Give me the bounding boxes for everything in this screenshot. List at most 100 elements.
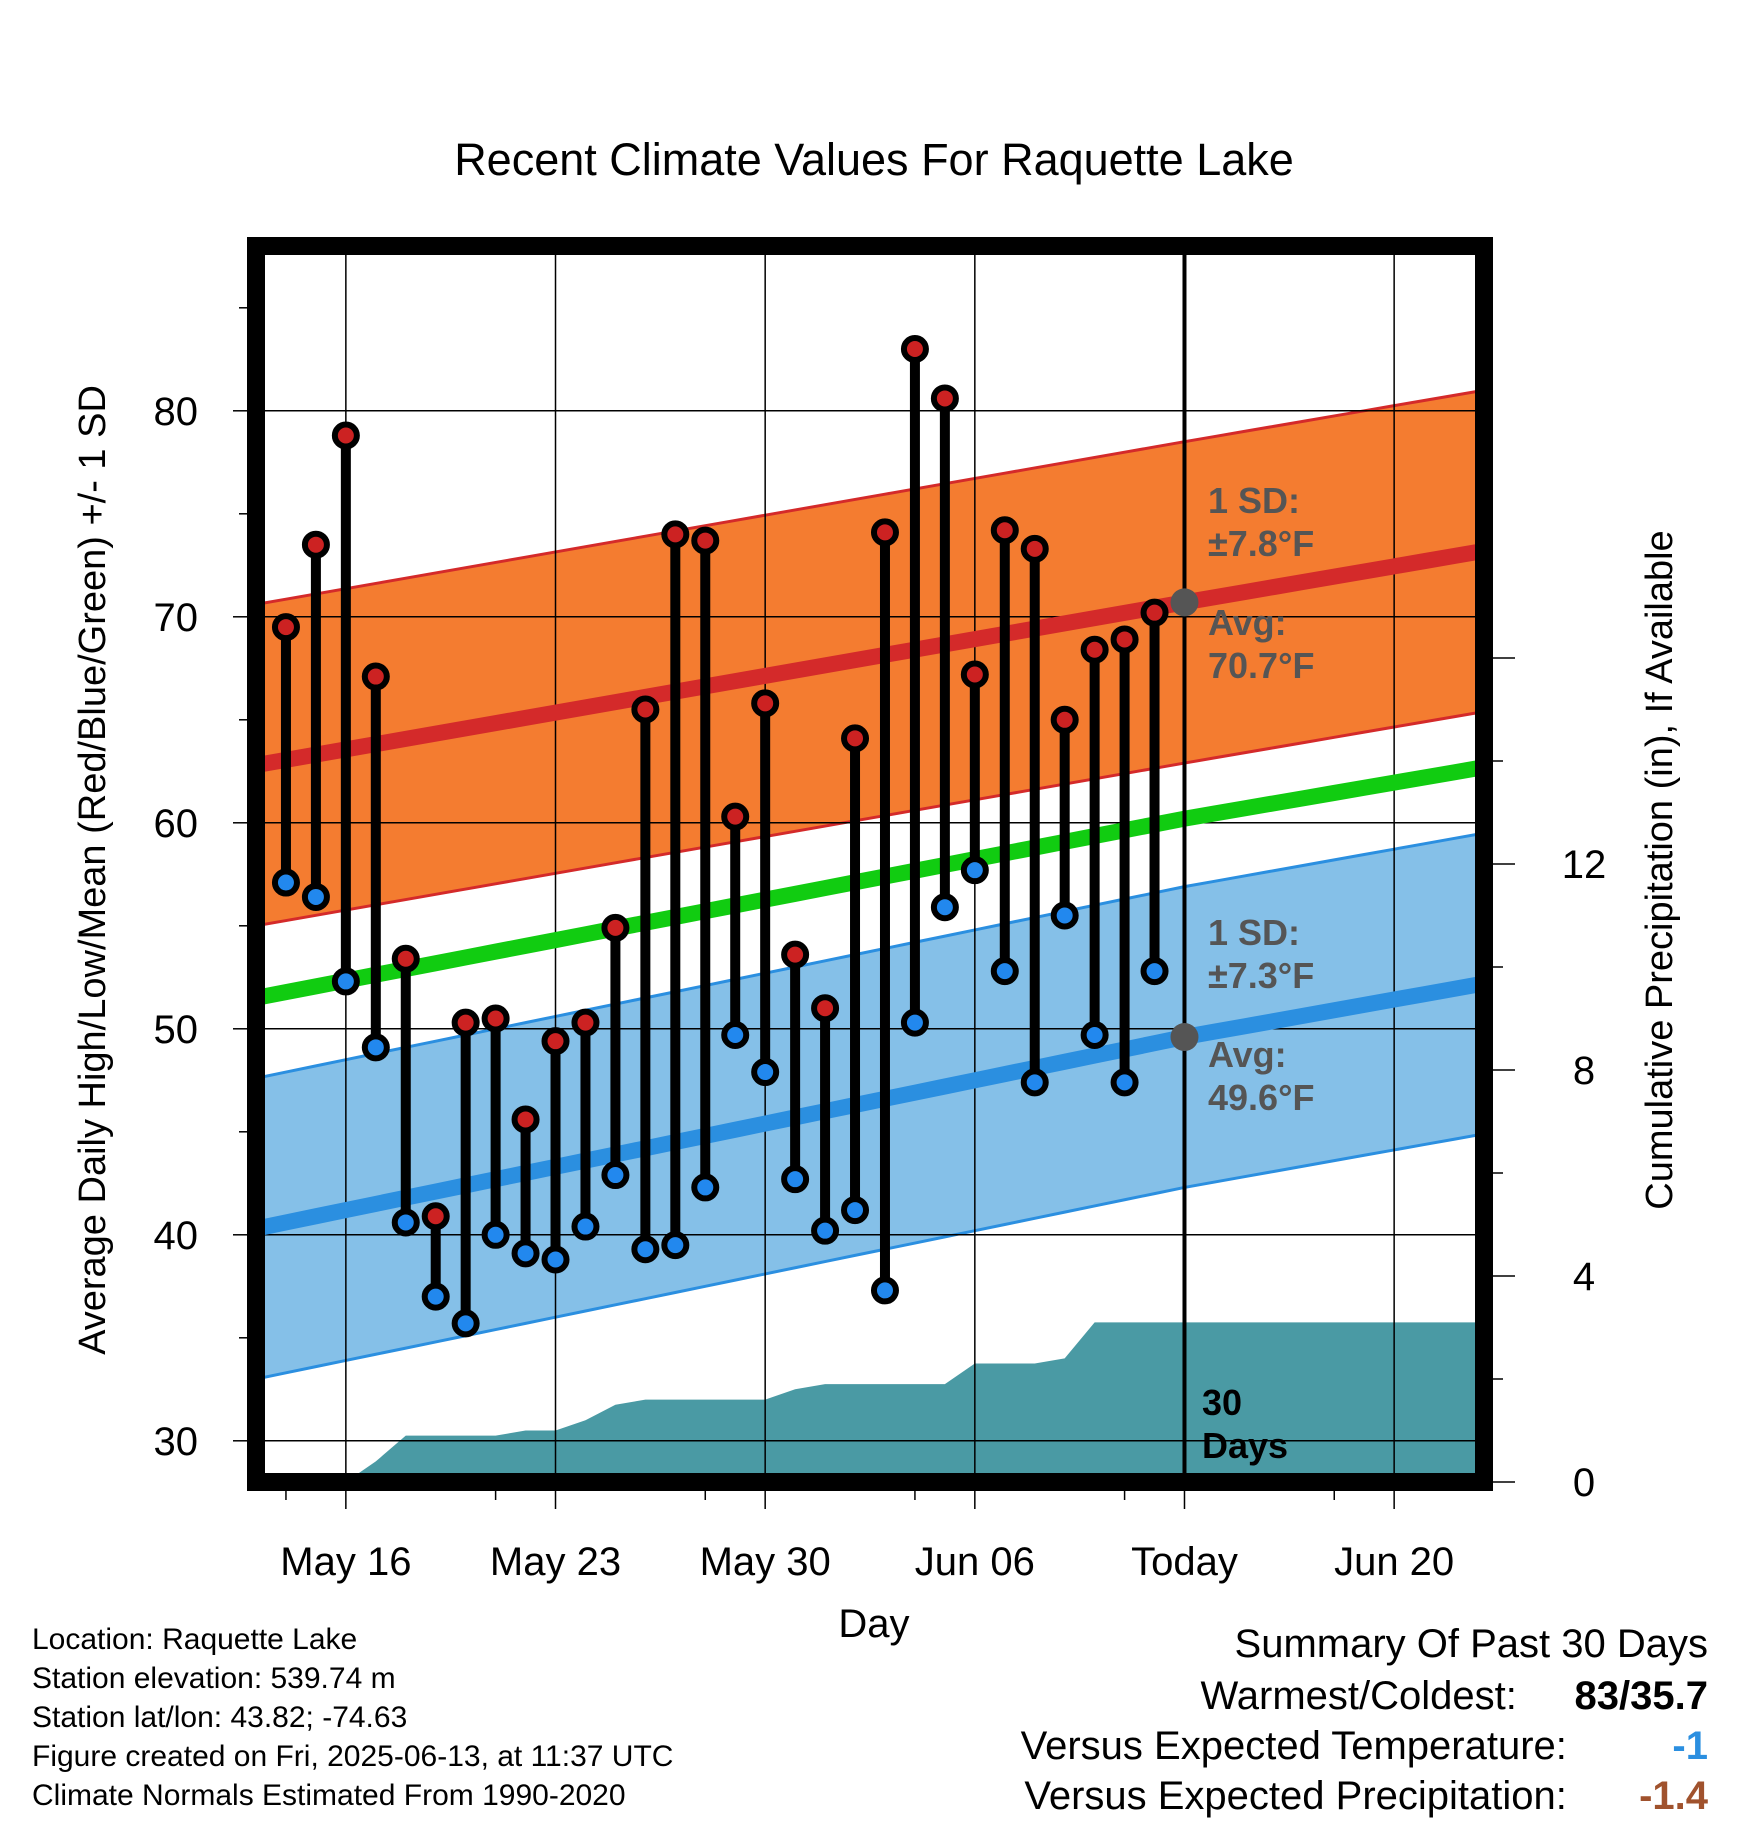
low-point bbox=[541, 1245, 570, 1274]
high-point bbox=[1140, 598, 1169, 627]
low-point bbox=[481, 1220, 510, 1249]
high-point bbox=[1080, 635, 1109, 664]
x-tick-label: Today bbox=[1131, 1540, 1238, 1584]
annotation-line1: 1 SD: bbox=[1208, 480, 1300, 521]
y-tick-label-right: 4 bbox=[1573, 1255, 1595, 1299]
low-point bbox=[811, 1216, 840, 1245]
info-location: Location: Raquette Lake bbox=[32, 1623, 358, 1656]
low-point bbox=[721, 1020, 750, 1049]
high-point bbox=[631, 695, 660, 724]
low-point bbox=[1140, 957, 1169, 986]
low-point bbox=[990, 957, 1019, 986]
high-point bbox=[960, 660, 989, 689]
low-point bbox=[571, 1212, 600, 1241]
low-point bbox=[870, 1276, 899, 1305]
summary-temp-label: Versus Expected Temperature: bbox=[1020, 1724, 1567, 1768]
y-tick-label-left: 40 bbox=[154, 1214, 199, 1258]
high-point bbox=[1020, 534, 1049, 563]
x-tick-label: May 30 bbox=[700, 1540, 831, 1584]
annotation-line2: ±7.8°F bbox=[1208, 523, 1314, 564]
low-point bbox=[691, 1173, 720, 1202]
high-point bbox=[601, 913, 630, 942]
x-tick-label: May 16 bbox=[280, 1540, 411, 1584]
high-point bbox=[481, 1004, 510, 1033]
summary-precip-row: Versus Expected Precipitation: -1.4 bbox=[1024, 1774, 1708, 1819]
x-tick-label: Jun 20 bbox=[1334, 1540, 1454, 1584]
summary-temp-value: -1 bbox=[1672, 1724, 1708, 1768]
high-point bbox=[811, 994, 840, 1023]
low-point bbox=[391, 1208, 420, 1237]
low-point bbox=[1050, 901, 1079, 930]
low-point bbox=[781, 1165, 810, 1194]
high-point bbox=[661, 520, 690, 549]
chart-title: Recent Climate Values For Raquette Lake bbox=[454, 134, 1294, 185]
high-point bbox=[571, 1008, 600, 1037]
high-point bbox=[421, 1202, 450, 1231]
high-point bbox=[1050, 705, 1079, 734]
low-point bbox=[960, 856, 989, 885]
low-point bbox=[900, 1008, 929, 1037]
annotation-line1: 1 SD: bbox=[1208, 912, 1300, 953]
precipitation-area bbox=[315, 1322, 1484, 1482]
low-avg-marker bbox=[1170, 1023, 1199, 1052]
summary-precip-value: -1.4 bbox=[1639, 1774, 1708, 1818]
y-axis-label-left: Average Daily High/Low/Mean (Red/Blue/Gr… bbox=[72, 385, 114, 1355]
high-point bbox=[541, 1027, 570, 1056]
plot-frame bbox=[247, 237, 1493, 1491]
station-info: Location: Raquette Lake Station elevatio… bbox=[32, 1622, 673, 1817]
summary-warmest-label: Warmest/Coldest: bbox=[1200, 1674, 1517, 1718]
high-normal-band-upper bbox=[256, 388, 1484, 606]
low-point bbox=[511, 1239, 540, 1268]
annotation-line2: 49.6°F bbox=[1208, 1077, 1314, 1118]
annotation-line1: Avg: bbox=[1208, 602, 1287, 643]
high-point bbox=[361, 662, 390, 691]
high-point bbox=[301, 530, 330, 559]
high-point bbox=[900, 335, 929, 363]
low-point bbox=[631, 1235, 660, 1264]
info-created: Figure created on Fri, 2025-06-13, at 11… bbox=[32, 1740, 674, 1773]
low-point bbox=[361, 1033, 390, 1062]
y-tick-label-right: 8 bbox=[1573, 1049, 1595, 1093]
x-tick-label: May 23 bbox=[490, 1540, 621, 1584]
summary-precip-label: Versus Expected Precipitation: bbox=[1024, 1774, 1567, 1818]
summary-temp-row: Versus Expected Temperature: -1 bbox=[1021, 1724, 1708, 1769]
high-point bbox=[271, 613, 300, 642]
y-axis-label-right: Cumulative Precipitation (in), If Availa… bbox=[1639, 530, 1681, 1209]
y-tick-label-left: 70 bbox=[154, 596, 199, 640]
high-point bbox=[451, 1008, 480, 1037]
low-point bbox=[661, 1231, 690, 1260]
summary-warmest-row: Warmest/Coldest: 83/35.7 bbox=[1201, 1674, 1709, 1719]
annotation-line2: Days bbox=[1202, 1425, 1288, 1466]
y-tick-label-left: 60 bbox=[154, 802, 199, 846]
low-point bbox=[751, 1058, 780, 1087]
low-normal-band-lower bbox=[256, 1132, 1484, 1381]
high-point bbox=[391, 944, 420, 973]
annotation-line2: ±7.3°F bbox=[1208, 955, 1314, 996]
high-point bbox=[870, 518, 899, 547]
summary-warmest-value: 83/35.7 bbox=[1574, 1674, 1708, 1718]
high-point bbox=[691, 526, 720, 555]
info-normals: Climate Normals Estimated From 1990-2020 bbox=[32, 1779, 626, 1812]
low-point bbox=[331, 967, 360, 996]
annotation-line1: Avg: bbox=[1208, 1034, 1287, 1075]
y-tick-label-left: 30 bbox=[154, 1420, 199, 1464]
plot-clipped bbox=[256, 246, 1484, 1482]
x-tick-label: Jun 06 bbox=[915, 1540, 1035, 1584]
info-latlon: Station lat/lon: 43.82; -74.63 bbox=[32, 1701, 408, 1734]
x-axis-label: Day bbox=[838, 1602, 909, 1646]
low-point bbox=[930, 893, 959, 922]
high-normal-line bbox=[256, 542, 1484, 773]
high-point bbox=[721, 802, 750, 831]
low-point bbox=[841, 1196, 870, 1225]
y-tick-label-left: 50 bbox=[154, 1008, 199, 1052]
high-point bbox=[930, 384, 959, 413]
y-tick-label-right: 12 bbox=[1562, 843, 1607, 887]
low-point bbox=[301, 882, 330, 911]
low-point bbox=[601, 1161, 630, 1190]
y-tick-label-right: 0 bbox=[1573, 1461, 1595, 1505]
summary-title: Summary Of Past 30 Days bbox=[1234, 1622, 1708, 1666]
y-tick-label-left: 80 bbox=[154, 390, 199, 434]
high-point bbox=[1110, 625, 1139, 654]
